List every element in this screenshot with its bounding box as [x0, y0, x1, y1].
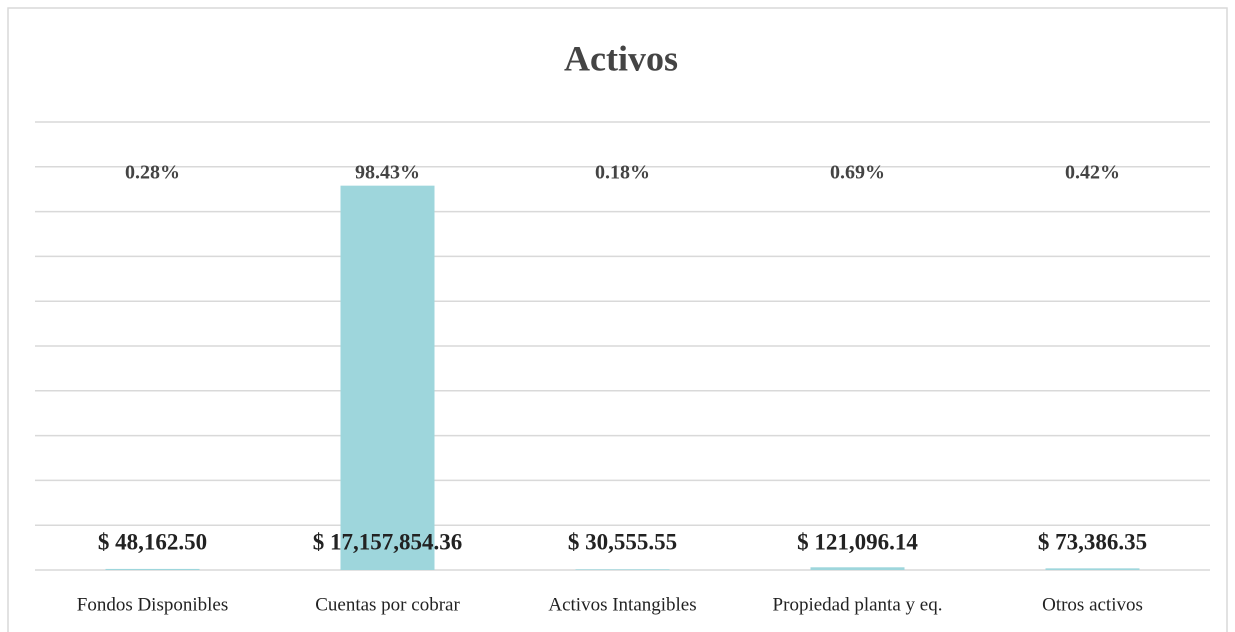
bar [105, 568, 200, 570]
x-tick-label: Otros activos [1042, 594, 1143, 615]
percentage-label: 98.43% [355, 162, 420, 184]
value-label: $ 48,162.50 [98, 529, 207, 554]
value-label: $ 73,386.35 [1038, 529, 1147, 554]
x-tick-label: Fondos Disponibles [77, 594, 229, 615]
chart-border [7, 7, 1228, 632]
bar [575, 569, 670, 570]
chart-title: Activos [564, 38, 678, 78]
value-label: $ 17,157,854.36 [313, 529, 463, 554]
x-tick-label: Propiedad planta y eq. [773, 594, 943, 615]
percentage-label: 0.69% [830, 162, 885, 184]
bar [1045, 568, 1140, 570]
percentage-label: 0.42% [1065, 162, 1120, 184]
x-tick-label: Cuentas por cobrar [315, 594, 460, 615]
percentage-label: 0.28% [125, 162, 180, 184]
value-label: $ 30,555.55 [568, 529, 677, 554]
bar [810, 567, 905, 570]
bar [340, 185, 435, 570]
value-label: $ 121,096.14 [797, 529, 918, 554]
x-tick-label: Activos Intangibles [548, 594, 696, 615]
percentage-label: 0.18% [595, 162, 650, 184]
